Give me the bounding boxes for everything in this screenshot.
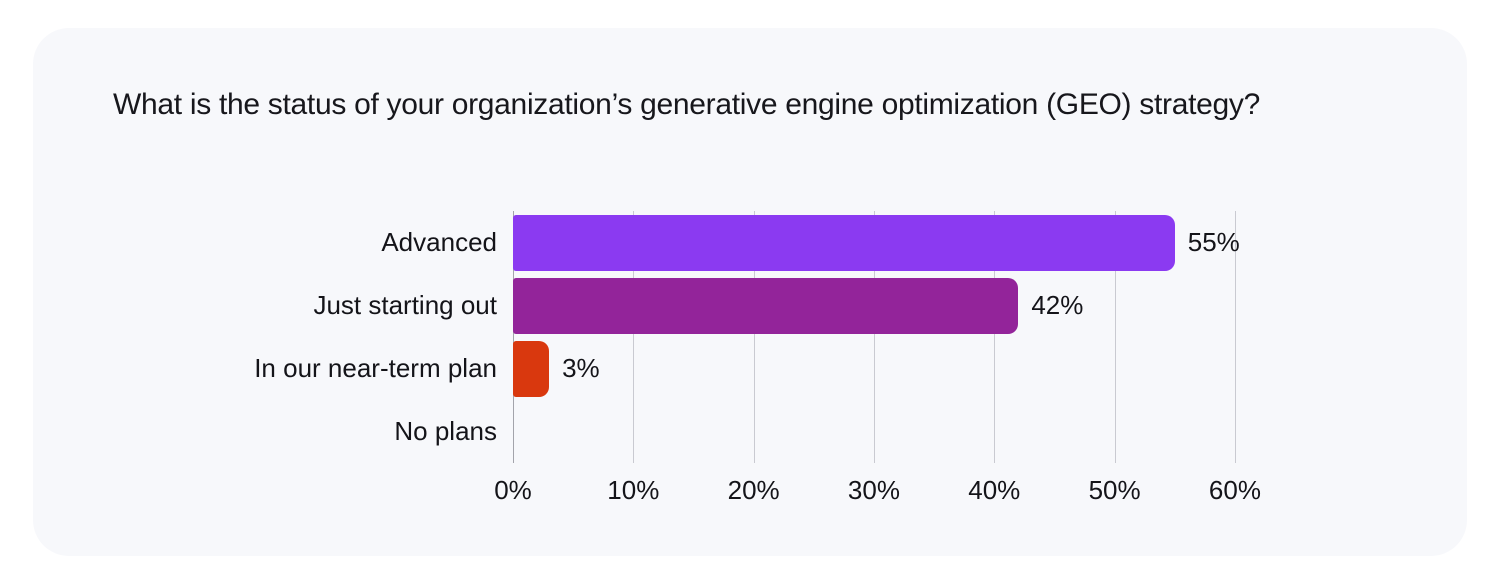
- gridline: [994, 211, 996, 463]
- x-tick-label: 20%: [727, 475, 780, 505]
- chart-row-advanced: Advanced 55%: [381, 211, 1259, 274]
- x-tick-label: 40%: [968, 475, 1021, 505]
- category-label-no-plans: No plans: [394, 416, 497, 446]
- bar-advanced: [513, 214, 1175, 271]
- x-tick-label: 0%: [494, 475, 532, 505]
- value-label-just-starting-out: 42%: [1031, 290, 1084, 320]
- gridline: [873, 211, 875, 463]
- category-label-in-our-near-term-plan: In our near-term plan: [254, 353, 497, 383]
- category-label-advanced: Advanced: [381, 227, 497, 257]
- gridline: [753, 211, 755, 463]
- gridline: [1234, 211, 1236, 463]
- plot-area: 0% 10% 20% 30% 40% 50% 60% Advanced 55% Just star…: [254, 211, 1261, 505]
- chart-row-in-our-near-term-plan: In our near-term plan 3%: [254, 337, 1259, 400]
- value-label-advanced: 55%: [1187, 227, 1240, 257]
- chart-card: What is the status of your organization’…: [33, 28, 1467, 556]
- bar-in-our-near-term-plan: [513, 340, 550, 397]
- x-tick-label: 50%: [1088, 475, 1141, 505]
- x-tick-label: 30%: [847, 475, 900, 505]
- chart-row-no-plans: No plans: [394, 400, 1259, 463]
- category-label-just-starting-out: Just starting out: [313, 290, 497, 320]
- value-label-in-our-near-term-plan: 3%: [562, 353, 600, 383]
- bar-just-starting-out: [513, 277, 1019, 334]
- y-axis-line: [513, 211, 514, 463]
- gridline: [1114, 211, 1116, 463]
- chart-row-just-starting-out: Just starting out 42%: [313, 274, 1259, 337]
- x-tick-label: 60%: [1208, 475, 1261, 505]
- chart-title: What is the status of your organization’…: [113, 88, 1260, 121]
- gridline: [633, 211, 635, 463]
- x-tick-label: 10%: [607, 475, 660, 505]
